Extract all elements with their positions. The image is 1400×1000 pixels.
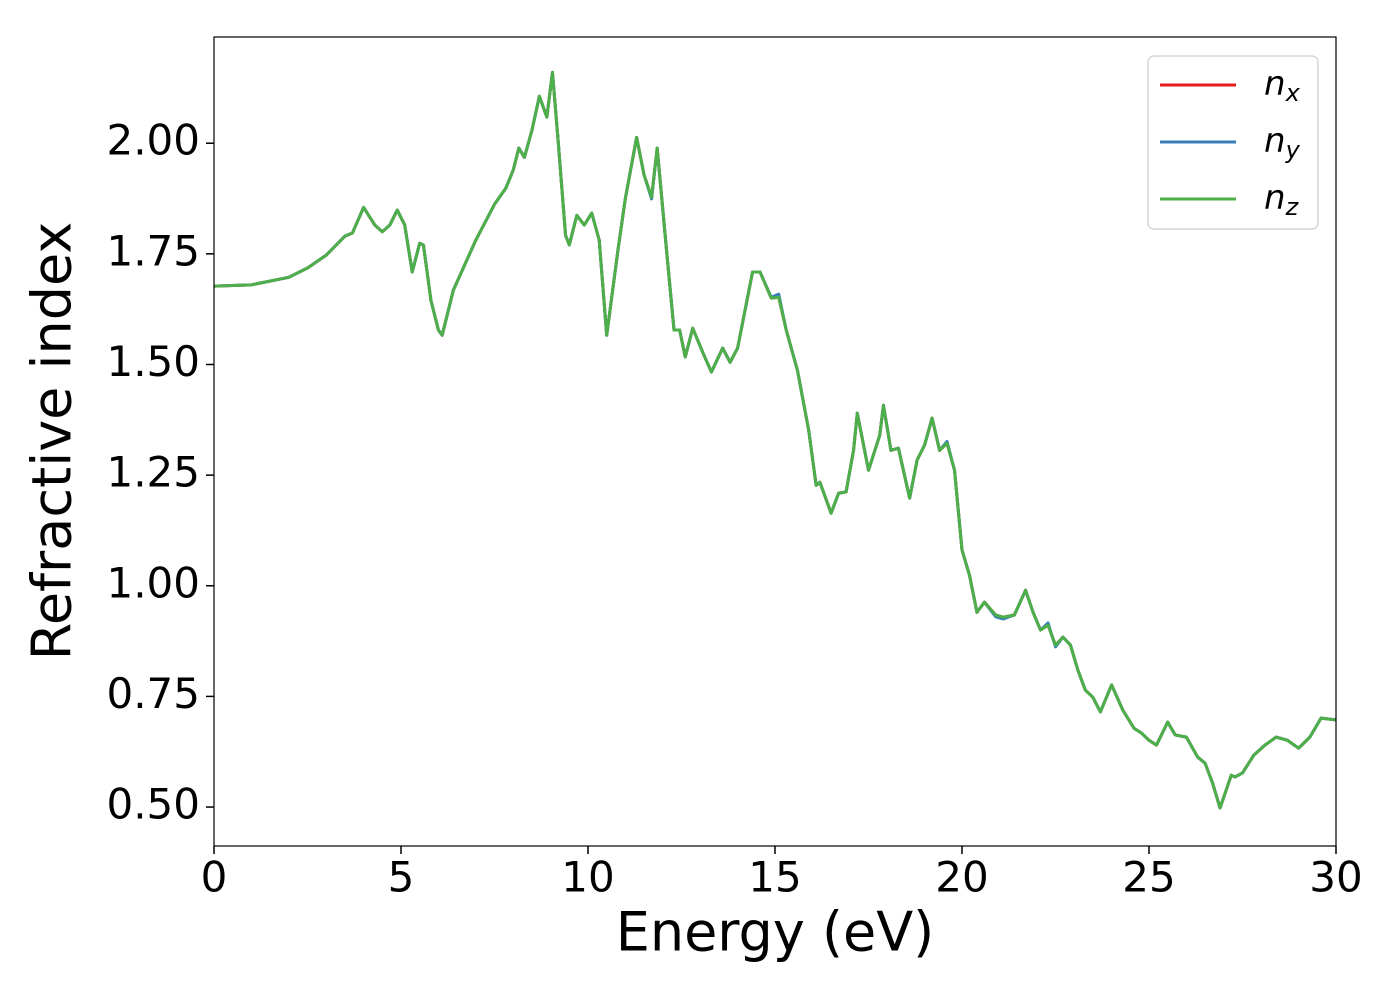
y-axis-label: Refractive index: [21, 222, 84, 661]
y-tick-label: 0.50: [106, 780, 200, 829]
x-tick-label: 30: [1309, 853, 1362, 902]
x-tick-label: 5: [388, 853, 415, 902]
y-tick-label: 2.00: [106, 116, 200, 165]
x-axis-label: Energy (eV): [616, 901, 935, 964]
legend-label: nz: [1264, 178, 1300, 222]
legend-label: nx: [1264, 64, 1301, 108]
y-tick-label: 1.25: [106, 448, 200, 497]
y-tick-label: 1.00: [106, 558, 200, 607]
x-tick-label: 15: [748, 853, 801, 902]
x-tick-label: 25: [1122, 853, 1175, 902]
plot-frame: [213, 36, 1337, 847]
x-tick-label: 0: [201, 853, 228, 902]
x-tick-label: 10: [561, 853, 614, 902]
y-tick-label: 0.75: [106, 669, 200, 718]
series-line: [214, 70, 1336, 810]
legend-label: ny: [1264, 121, 1301, 165]
y-tick-label: 1.50: [106, 337, 200, 386]
y-tick-label: 1.75: [106, 226, 200, 275]
x-tick-label: 20: [935, 853, 988, 902]
